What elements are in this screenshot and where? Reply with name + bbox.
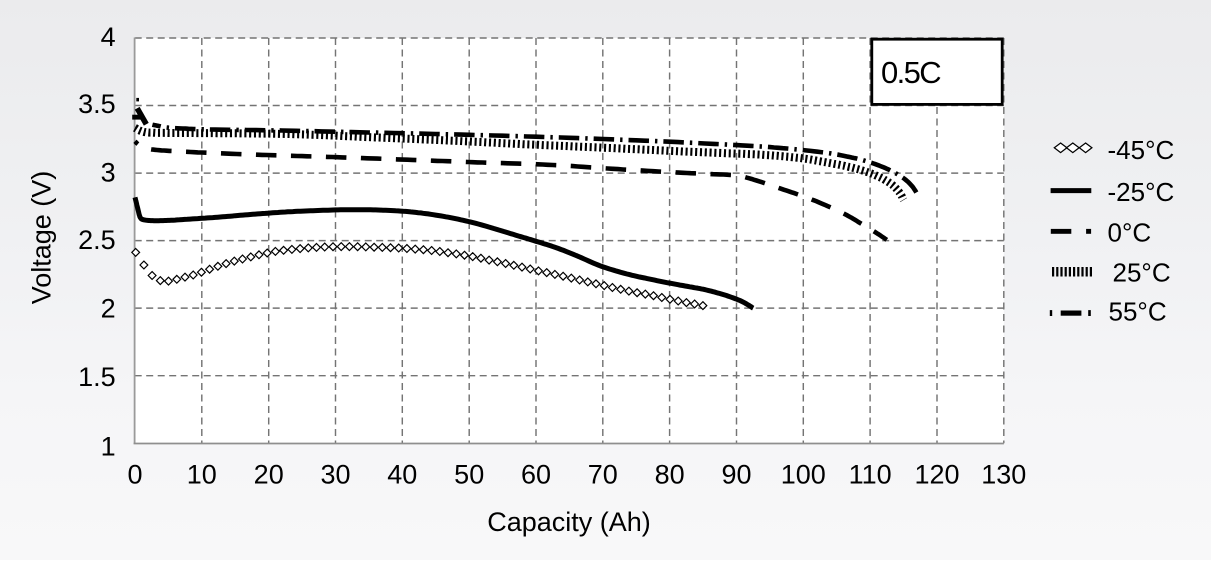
svg-text:60: 60 xyxy=(521,459,551,489)
svg-text:3: 3 xyxy=(101,157,116,187)
svg-text:30: 30 xyxy=(320,459,350,489)
svg-text:3.5: 3.5 xyxy=(78,89,116,119)
svg-text:55°C: 55°C xyxy=(1109,297,1167,327)
svg-text:1: 1 xyxy=(101,431,116,461)
svg-text:2.5: 2.5 xyxy=(78,225,116,255)
svg-text:120: 120 xyxy=(914,459,959,489)
svg-text:70: 70 xyxy=(588,459,618,489)
svg-text:100: 100 xyxy=(781,459,826,489)
svg-text:Voltage (V): Voltage (V) xyxy=(26,171,56,305)
svg-text:50: 50 xyxy=(454,459,484,489)
svg-text:2: 2 xyxy=(101,293,116,323)
svg-text:90: 90 xyxy=(721,459,751,489)
svg-text:4: 4 xyxy=(101,22,116,52)
svg-text:0°C: 0°C xyxy=(1108,217,1152,247)
svg-text:25°C: 25°C xyxy=(1113,258,1171,288)
svg-text:-45°C: -45°C xyxy=(1108,135,1175,165)
svg-text:130: 130 xyxy=(981,459,1026,489)
svg-text:110: 110 xyxy=(849,459,892,489)
svg-text:-25°C: -25°C xyxy=(1108,177,1175,207)
svg-text:0: 0 xyxy=(127,459,142,489)
svg-text:20: 20 xyxy=(254,459,284,489)
svg-text:Capacity (Ah): Capacity (Ah) xyxy=(487,507,651,537)
svg-text:1.5: 1.5 xyxy=(78,362,116,392)
svg-text:40: 40 xyxy=(387,459,417,489)
svg-text:80: 80 xyxy=(655,459,685,489)
svg-text:0.5C: 0.5C xyxy=(881,55,941,90)
svg-text:10: 10 xyxy=(187,459,217,489)
